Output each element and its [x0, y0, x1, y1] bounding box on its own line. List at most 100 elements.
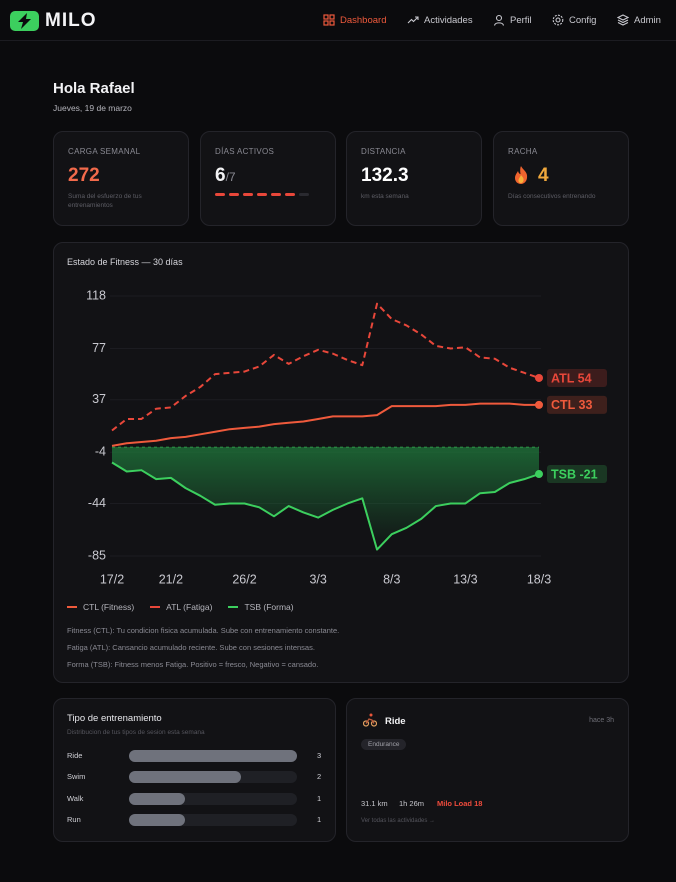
bar-row: Walk 1 — [67, 793, 327, 805]
activity-icon — [363, 713, 377, 727]
day-dash — [257, 193, 267, 196]
greeting-date: Jueves, 19 de marzo — [53, 103, 132, 113]
active-days-dashes — [215, 193, 309, 196]
activity-stat: Milo Load 18 — [437, 799, 483, 808]
icon — [493, 14, 505, 26]
bar-value: 1 — [317, 815, 322, 824]
legend-label: ATL (Fatiga) — [166, 602, 213, 612]
stat-value-row: 6/7 — [215, 165, 236, 187]
end-point — [535, 400, 543, 409]
day-dash — [229, 193, 239, 196]
series-line — [111, 461, 540, 551]
bar-value: 3 — [317, 751, 322, 760]
nav-admin[interactable]: Admin — [617, 12, 661, 28]
stat-card: RACHA 4 Días consecutivos entrenando — [493, 131, 629, 226]
bar-row: Ride 3 — [67, 750, 327, 762]
day-dash — [215, 193, 225, 196]
icon — [552, 14, 564, 26]
bar — [129, 793, 185, 805]
stat-label: RACHA — [508, 147, 538, 156]
day-dash — [285, 193, 295, 196]
card-title: Tipo de entrenamiento — [67, 713, 162, 724]
nav-label: Config — [569, 14, 597, 26]
stat-label: CARGA SEMANAL — [68, 147, 141, 156]
y-tick-label: -44 — [88, 496, 106, 510]
x-tick-label: 8/3 — [383, 572, 400, 586]
x-tick-label: 17/2 — [100, 572, 124, 586]
x-tick-label: 21/2 — [159, 572, 183, 586]
series-line — [111, 402, 539, 447]
logo-icon — [10, 11, 39, 31]
activity-stat: 31.1 km — [361, 799, 388, 808]
nav-label: Admin — [634, 14, 661, 26]
x-tick-label: 13/3 — [453, 572, 477, 586]
legend-swatch — [150, 606, 161, 608]
legend-swatch — [67, 606, 77, 608]
icon — [323, 14, 335, 26]
stat-value: 4 — [538, 165, 549, 186]
greeting-title: Hola Rafael — [53, 80, 135, 97]
x-tick-label: 3/3 — [309, 572, 326, 586]
bar — [129, 771, 241, 783]
bar-label: Walk — [67, 794, 84, 803]
y-tick-label: 37 — [92, 392, 106, 406]
y-tick-label: 77 — [92, 341, 106, 355]
stat-note: Días consecutivos entrenando — [508, 193, 596, 200]
nav-actividades[interactable]: Actividades — [407, 12, 473, 28]
day-dash — [243, 193, 253, 196]
stat-label: DÍAS ACTIVOS — [215, 147, 275, 156]
stat-value: 132.3 — [361, 165, 409, 186]
bar-row: Run 1 — [67, 814, 327, 826]
y-tick-label: -4 — [95, 445, 106, 459]
nav-dashboard[interactable]: Dashboard — [323, 12, 386, 28]
chart-note: Fitness (CTL): Tu condicion fisica acumu… — [67, 626, 340, 635]
stat-card: DISTANCIA 132.3 km esta semana — [346, 131, 482, 226]
nav-config[interactable]: Config — [552, 12, 596, 28]
end-label-bg — [547, 465, 607, 484]
bar-track — [129, 750, 297, 762]
bar-value: 1 — [317, 794, 322, 803]
end-point — [535, 470, 543, 479]
chart-note: Forma (TSB): Fitness menos Fatiga. Posit… — [67, 660, 319, 669]
legend-label: CTL (Fitness) — [83, 602, 135, 612]
legend-item: TSB (Forma) — [228, 602, 294, 612]
activity-card[interactable] — [346, 698, 629, 842]
series-line — [111, 302, 540, 432]
nav-bar: MILO Dashboard Actividades Perfil Config… — [0, 0, 676, 41]
end-label: ATL 54 — [551, 371, 592, 385]
nav-label: Dashboard — [340, 14, 387, 26]
bar-value: 2 — [317, 772, 322, 781]
stat-note: km esta semana — [361, 193, 409, 200]
y-tick-label: 118 — [86, 288, 106, 302]
legend: CTL (Fitness) ATL (Fatiga) TSB (Forma) — [67, 602, 294, 612]
bar-track — [129, 771, 297, 783]
stat-card: CARGA SEMANAL 272 Suma del esfuerzo de t… — [53, 131, 189, 226]
activity-time: hace 3h — [589, 717, 614, 724]
bar-track — [129, 814, 297, 826]
legend-item: ATL (Fatiga) — [150, 602, 212, 612]
stat-label: DISTANCIA — [361, 147, 406, 156]
nav-perfil[interactable]: Perfil — [493, 12, 532, 28]
icon — [617, 14, 629, 26]
chart-note: Fatiga (ATL): Cansancio acumulado recien… — [67, 643, 315, 652]
fitness-chart: 118 77 37 -4 -44 -85 17/2 21/2 26/2 3/3 8/3 13/3 18/… — [86, 288, 607, 586]
bar-label: Ride — [67, 751, 83, 760]
activity-stat: 1h 26m — [399, 799, 425, 808]
stat-note: Suma del esfuerzo de tus entrenamientos — [68, 193, 142, 209]
brand: MILO — [45, 10, 97, 31]
bar-label: Run — [67, 815, 81, 824]
bar-track — [129, 793, 297, 805]
activity-link[interactable]: Ver todas las actividades → — [361, 818, 436, 824]
legend-swatch — [228, 606, 239, 608]
x-tick-label: 18/3 — [527, 572, 551, 586]
legend-item: CTL (Fitness) — [67, 602, 134, 612]
day-dash — [299, 193, 309, 196]
icon — [407, 16, 419, 24]
end-label: CTL 33 — [551, 398, 592, 412]
bar — [129, 750, 297, 762]
stat-value: 6 — [215, 165, 226, 186]
bar-label: Swim — [67, 772, 86, 781]
logo[interactable]: MILO — [10, 10, 97, 32]
activity-sport: Ride — [385, 716, 406, 727]
